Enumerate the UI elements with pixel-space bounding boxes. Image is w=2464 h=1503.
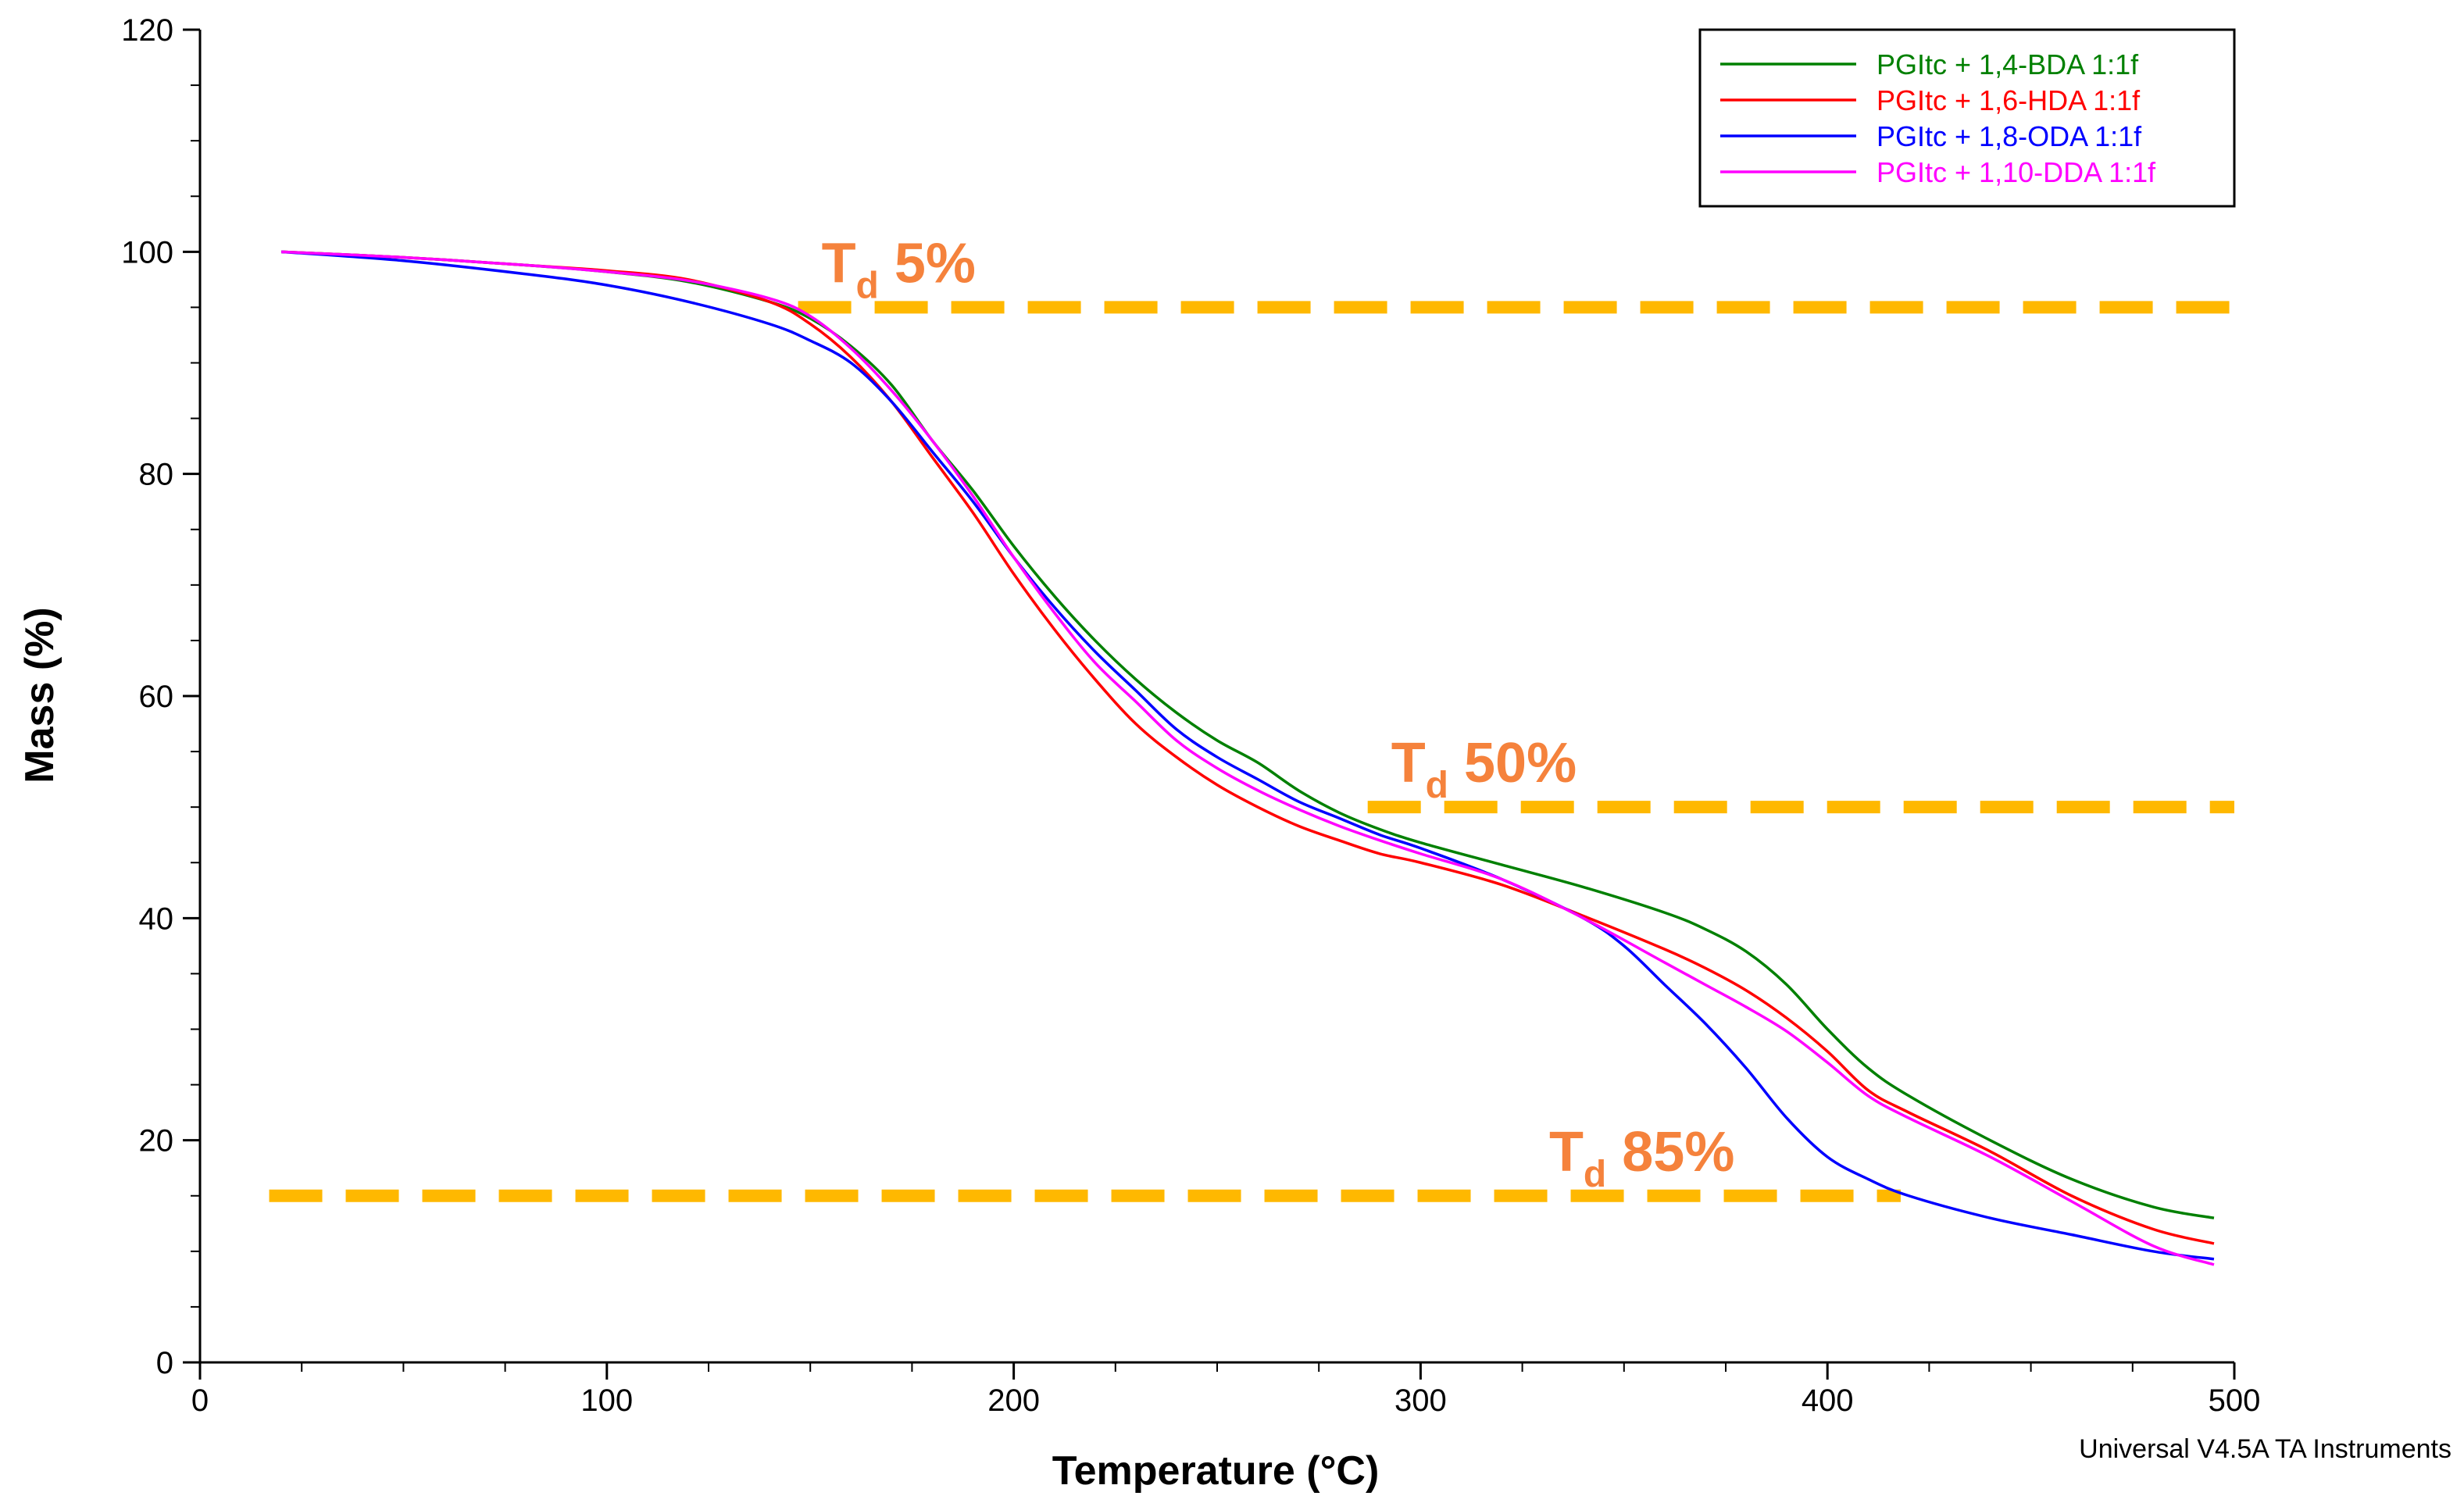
threshold-label: Td 50% <box>1391 732 1577 806</box>
x-axis-title: Temperature (°C) <box>1052 1448 1380 1494</box>
threshold-label-rest: 5% <box>879 232 976 295</box>
y-tick-label: 60 <box>139 680 174 714</box>
legend-label: PGItc + 1,10-DDA 1:1f <box>1877 156 2156 188</box>
ticks: 0 100 200 300 400 500 0 20 40 60 80 100 120 <box>121 13 2260 1418</box>
reference-lines <box>269 301 2234 1202</box>
x-tick-label: 500 <box>2209 1383 2261 1418</box>
series-line-3 <box>281 250 2215 1261</box>
threshold-label-sub: d <box>1584 1154 1606 1195</box>
legend-label: PGItc + 1,6-HDA 1:1f <box>1877 84 2141 116</box>
threshold-label: Td 85% <box>1549 1121 1734 1195</box>
x-tick-label: 300 <box>1394 1383 1447 1418</box>
threshold-label-sub: d <box>1426 765 1448 806</box>
y-tick-label: 0 <box>156 1346 173 1380</box>
x-tick-label: 400 <box>1802 1383 1854 1418</box>
y-axis-title: Mass (%) <box>17 607 62 783</box>
instrument-credit: Universal V4.5A TA Instruments <box>2079 1434 2452 1464</box>
legend-label: PGItc + 1,4-BDA 1:1f <box>1877 48 2139 80</box>
series-line-4 <box>281 250 2215 1266</box>
y-tick-label: 120 <box>121 13 173 48</box>
legend-label: PGItc + 1,8-ODA 1:1f <box>1877 120 2142 152</box>
y-tick-label: 40 <box>139 901 174 936</box>
series-lines <box>281 250 2215 1266</box>
threshold-label-main: T <box>1549 1121 1584 1183</box>
threshold-label-sub: d <box>856 265 879 306</box>
threshold-label: Td 5% <box>822 232 976 306</box>
y-tick-label: 100 <box>121 235 173 270</box>
threshold-label-main: T <box>1391 732 1426 794</box>
legend: PGItc + 1,4-BDA 1:1f PGItc + 1,6-HDA 1:1f… <box>1698 28 2236 208</box>
series-line-2 <box>281 250 2215 1245</box>
threshold-label-rest: 50% <box>1448 732 1577 794</box>
x-tick-label: 200 <box>987 1383 1040 1418</box>
y-tick-label: 20 <box>139 1124 174 1158</box>
threshold-label-main: T <box>822 232 856 295</box>
threshold-label-rest: 85% <box>1606 1121 1734 1183</box>
annotations: Td 5%Td 50%Td 85% <box>822 232 1735 1194</box>
x-tick-label: 0 <box>191 1383 209 1418</box>
y-tick-label: 80 <box>139 458 174 492</box>
legend-box <box>1698 28 2236 208</box>
x-tick-label: 100 <box>580 1383 633 1418</box>
